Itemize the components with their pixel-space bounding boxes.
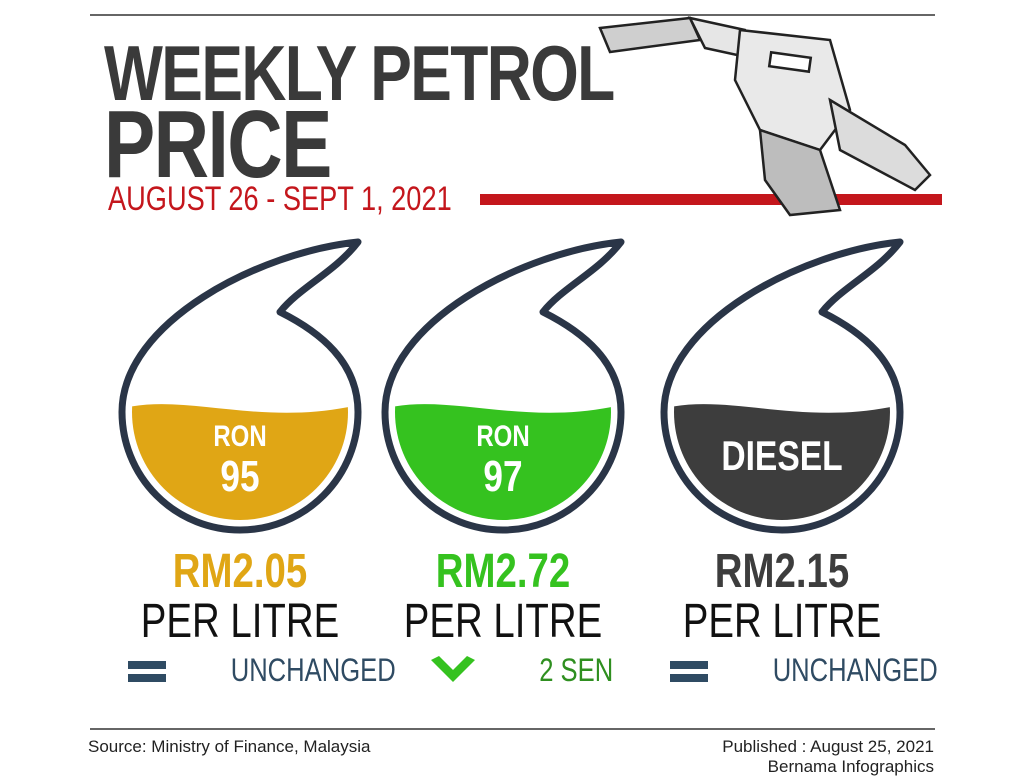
fuel-label: 95: [220, 452, 260, 501]
fuel-drop: [118, 238, 362, 534]
equals-bar: [128, 661, 166, 669]
fuel-label: 97: [483, 452, 523, 501]
fuel-label: RON: [476, 420, 530, 453]
equals-bar: [670, 661, 708, 669]
down-icon: [431, 656, 475, 682]
fuel-drop: [381, 238, 625, 534]
unchanged-icon: [670, 661, 708, 682]
fuel-label: RON: [213, 420, 267, 453]
published: Published : August 25, 2021: [722, 737, 934, 756]
price: RM2.72: [435, 545, 571, 598]
equals-bar: [670, 674, 708, 682]
title-line1: WEEKLY PETROL: [104, 29, 615, 117]
price: RM2.05: [172, 545, 308, 598]
down-arrow: [431, 656, 475, 682]
fuel-drop: [660, 238, 904, 534]
credit: Bernama Infographics: [767, 757, 934, 776]
unchanged-icon: [128, 661, 166, 682]
nozzle-icon: [598, 16, 932, 217]
unit: PER LITRE: [403, 595, 603, 648]
equals-bar: [128, 674, 166, 682]
date-rule: [480, 194, 942, 205]
change: UNCHANGED: [230, 652, 396, 688]
unit: PER LITRE: [140, 595, 340, 648]
date: AUGUST 26 - SEPT 1, 2021: [108, 180, 452, 218]
fuel-label: DIESEL: [721, 432, 843, 479]
price: RM2.15: [714, 545, 850, 598]
source: Source: Ministry of Finance, Malaysia: [88, 737, 371, 756]
change: 2 SEN: [539, 652, 614, 688]
title-line2: PRICE: [104, 91, 332, 198]
unit: PER LITRE: [682, 595, 882, 648]
change: UNCHANGED: [772, 652, 938, 688]
